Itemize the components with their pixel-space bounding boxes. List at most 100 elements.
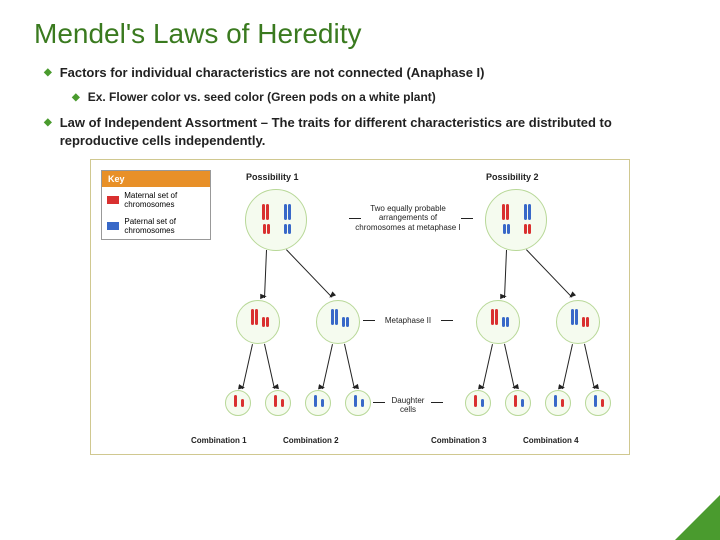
- legend-swatch-blue: [107, 222, 119, 230]
- cell-p1-daughter: [225, 390, 251, 416]
- connector: [373, 402, 385, 403]
- diagram: Key Maternal set of chromosomes Paternal…: [90, 159, 630, 455]
- cell-p1-daughter: [345, 390, 371, 416]
- chromosome: [495, 309, 498, 325]
- chromosome: [601, 399, 604, 407]
- chromosome: [503, 224, 506, 234]
- cell-p2-meta2-a: [476, 300, 520, 344]
- cell-p1-metaphase1: [245, 189, 307, 251]
- bullet-2: ◆ Law of Independent Assortment – The tr…: [44, 114, 676, 150]
- cell-p1-daughter: [265, 390, 291, 416]
- chromosome: [255, 309, 258, 325]
- connector: [349, 218, 361, 219]
- chromosome: [474, 395, 477, 407]
- combo-1-label: Combination 1: [191, 436, 247, 445]
- bullet-1: ◆ Factors for individual characteristics…: [44, 64, 676, 82]
- combo-4-label: Combination 4: [523, 436, 579, 445]
- legend-row-maternal: Maternal set of chromosomes: [102, 187, 210, 213]
- chromosome: [288, 224, 291, 234]
- legend-box: Key Maternal set of chromosomes Paternal…: [101, 170, 211, 240]
- chromosome: [582, 317, 585, 327]
- bullet-arrow-icon: ◆: [44, 116, 52, 150]
- chromosome: [502, 317, 505, 327]
- chromosome: [331, 309, 334, 325]
- chromosome: [481, 399, 484, 407]
- chromosome: [521, 399, 524, 407]
- chromosome: [234, 395, 237, 407]
- slide-title: Mendel's Laws of Heredity: [0, 0, 720, 58]
- chromosome: [528, 224, 531, 234]
- chromosome: [346, 317, 349, 327]
- chromosome: [321, 399, 324, 407]
- annotation-metaphase2: Metaphase II: [373, 316, 443, 326]
- chromosome: [514, 395, 517, 407]
- chromosome: [284, 204, 287, 220]
- flow-arrow: [344, 343, 355, 388]
- chromosome: [361, 399, 364, 407]
- flow-arrow: [504, 343, 515, 388]
- chromosome: [354, 395, 357, 407]
- cell-p1-meta2-a: [236, 300, 280, 344]
- chromosome: [251, 309, 254, 325]
- flow-arrow: [562, 344, 573, 389]
- chromosome: [524, 224, 527, 234]
- chromosome: [263, 224, 266, 234]
- annotation-daughter: Daughter cells: [383, 396, 433, 415]
- flow-arrow: [264, 343, 275, 388]
- chromosome: [281, 399, 284, 407]
- flow-arrow: [526, 249, 573, 298]
- chromosome: [586, 317, 589, 327]
- cell-p2-daughter: [465, 390, 491, 416]
- chromosome: [594, 395, 597, 407]
- combo-2-label: Combination 2: [283, 436, 339, 445]
- chromosome: [342, 317, 345, 327]
- chromosome: [335, 309, 338, 325]
- chromosome: [506, 204, 509, 220]
- flow-arrow: [322, 344, 333, 389]
- bullet-1-sub-text: Ex. Flower color vs. seed color (Green p…: [88, 90, 436, 104]
- cell-p1-meta2-b: [316, 300, 360, 344]
- chromosome: [241, 399, 244, 407]
- legend-row-paternal: Paternal set of chromosomes: [102, 213, 210, 239]
- chromosome: [502, 204, 505, 220]
- annotation-metaphase1: Two equally probable arrangements of chr…: [353, 204, 463, 233]
- chromosome: [288, 204, 291, 220]
- chromosome: [314, 395, 317, 407]
- chromosome: [561, 399, 564, 407]
- flow-arrow: [584, 343, 595, 388]
- legend-header: Key: [102, 171, 210, 187]
- possibility-1-label: Possibility 1: [246, 172, 299, 182]
- flow-arrow: [242, 344, 253, 389]
- chromosome: [507, 224, 510, 234]
- legend-label-maternal: Maternal set of chromosomes: [124, 191, 205, 209]
- bullet-list: ◆ Factors for individual characteristics…: [0, 58, 720, 151]
- flow-arrow: [286, 249, 333, 298]
- cell-p2-daughter: [585, 390, 611, 416]
- bullet-arrow-icon: ◆: [72, 92, 80, 104]
- chromosome: [262, 317, 265, 327]
- legend-label-paternal: Paternal set of chromosomes: [124, 217, 205, 235]
- chromosome: [528, 204, 531, 220]
- bullet-1-sub: ◆ Ex. Flower color vs. seed color (Green…: [72, 90, 676, 104]
- cell-p2-metaphase1: [485, 189, 547, 251]
- bullet-arrow-icon: ◆: [44, 66, 52, 82]
- chromosome: [524, 204, 527, 220]
- connector: [363, 320, 375, 321]
- chromosome: [266, 204, 269, 220]
- chromosome: [262, 204, 265, 220]
- cell-p1-daughter: [305, 390, 331, 416]
- chromosome: [491, 309, 494, 325]
- chromosome: [274, 395, 277, 407]
- combo-3-label: Combination 3: [431, 436, 487, 445]
- bullet-2-text: Law of Independent Assortment – The trai…: [60, 114, 676, 150]
- chromosome: [267, 224, 270, 234]
- cell-p2-daughter: [505, 390, 531, 416]
- accent-corner: [675, 495, 720, 540]
- connector: [431, 402, 443, 403]
- cell-p2-daughter: [545, 390, 571, 416]
- chromosome: [284, 224, 287, 234]
- chromosome: [554, 395, 557, 407]
- flow-arrow: [482, 344, 493, 389]
- cell-p2-meta2-b: [556, 300, 600, 344]
- chromosome: [506, 317, 509, 327]
